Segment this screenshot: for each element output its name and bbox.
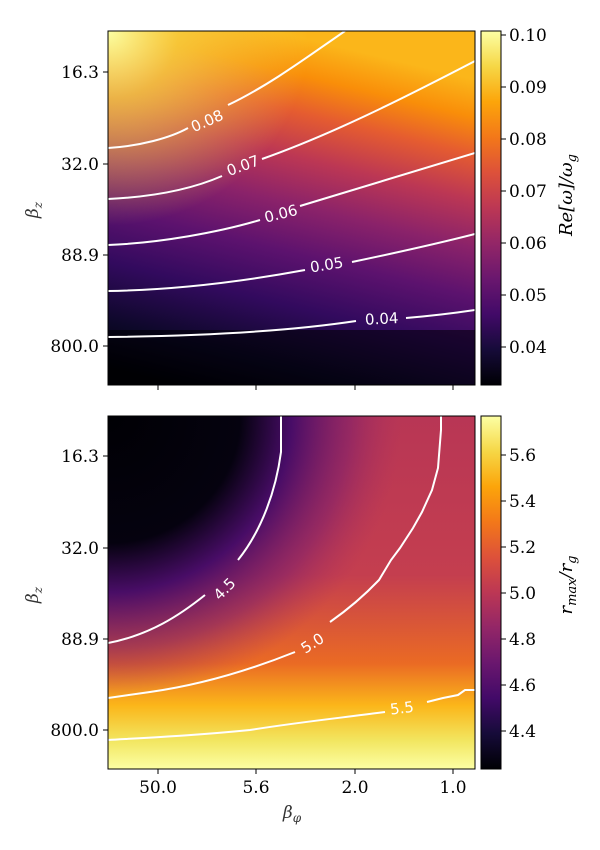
bottom-colorbar-tick: 4.6 (509, 676, 536, 696)
bottom-heatmap-field: 4.5 5.0 5.5 (108, 416, 475, 769)
contour-label-55: 5.5 (389, 698, 415, 719)
bottom-colorbar: 5.6 5.4 5.2 5.0 4.8 4.6 4.4 rmax/rg (480, 415, 580, 770)
top-y-tick-label: 88.9 (61, 246, 99, 266)
top-colorbar-tick: 0.04 (509, 338, 547, 358)
top-x-ticks (157, 385, 454, 390)
bottom-colorbar-tick: 5.4 (509, 492, 536, 512)
bottom-x-axis: 50.0 5.6 2.0 1.0 βφ (139, 769, 467, 825)
bottom-y-tick-label: 800.0 (50, 721, 99, 741)
bottom-colorbar-tick: 4.8 (509, 630, 536, 650)
bottom-heatmap-panel: 4.5 5.0 5.5 16.3 32.0 88.9 800.0 βz 50.0… (23, 415, 580, 825)
top-colorbar-tick: 0.10 (509, 26, 547, 46)
top-y-axis-label: βz (23, 201, 45, 219)
x-tick-label: 2.0 (341, 778, 368, 798)
contour-line-005 (108, 233, 475, 292)
x-tick-label: 1.0 (439, 778, 466, 798)
contour-line-004 (108, 309, 475, 338)
bottom-colorbar-label: rmax/rg (556, 555, 580, 614)
contour-line-55 (108, 689, 475, 741)
bottom-y-tick-label: 88.9 (61, 630, 99, 650)
top-plot-frame (107, 30, 476, 386)
top-colorbar-tick: 0.07 (509, 182, 547, 202)
top-y-axis: 16.3 32.0 88.9 800.0 βz (23, 63, 108, 357)
contour-line-45 (108, 416, 282, 644)
bottom-colorbar-tick: 5.6 (509, 446, 536, 466)
bottom-plot-frame (107, 415, 476, 770)
top-colorbar-tick: 0.08 (509, 130, 547, 150)
contour-label-004: 0.04 (365, 309, 399, 329)
top-colorbar-label: Re[ω]/ωg (556, 154, 580, 237)
x-tick-label: 50.0 (139, 778, 177, 798)
bottom-colorbar-tick: 5.2 (509, 538, 536, 558)
top-y-tick-label: 800.0 (50, 337, 99, 357)
top-y-tick-label: 16.3 (61, 63, 99, 83)
contour-line-007 (108, 60, 475, 200)
bottom-y-axis-label: βz (23, 586, 45, 604)
x-axis-label: βφ (282, 803, 302, 825)
top-heatmap-panel: 0.08 0.07 0.06 0.05 0.04 16.3 32.0 88.9 … (23, 26, 580, 390)
bottom-y-tick-label: 32.0 (61, 539, 99, 559)
top-colorbar-tick: 0.06 (509, 234, 547, 254)
contour-label-005: 0.05 (309, 253, 345, 276)
x-tick-label: 5.6 (242, 778, 269, 798)
contour-line-006 (108, 152, 475, 246)
contour-line-008 (108, 31, 346, 149)
top-colorbar-tick: 0.09 (509, 78, 547, 98)
top-colorbar: 0.10 0.09 0.08 0.07 0.06 0.05 0.04 Re[ω]… (480, 26, 580, 386)
bottom-colorbar-tick: 5.0 (509, 584, 536, 604)
contour-line-50 (108, 416, 442, 699)
top-y-tick-label: 32.0 (61, 155, 99, 175)
bottom-y-tick-label: 16.3 (61, 447, 99, 467)
bottom-colorbar-tick: 4.4 (509, 722, 536, 742)
top-heatmap-field: 0.08 0.07 0.06 0.05 0.04 (108, 31, 475, 385)
bottom-y-axis: 16.3 32.0 88.9 800.0 βz (23, 447, 108, 741)
top-colorbar-tick: 0.05 (509, 286, 547, 306)
